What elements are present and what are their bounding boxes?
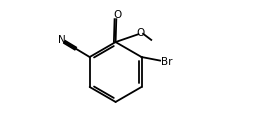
Text: O: O xyxy=(113,10,121,20)
Text: Br: Br xyxy=(161,57,172,67)
Text: O: O xyxy=(137,29,145,38)
Text: N: N xyxy=(58,35,66,45)
